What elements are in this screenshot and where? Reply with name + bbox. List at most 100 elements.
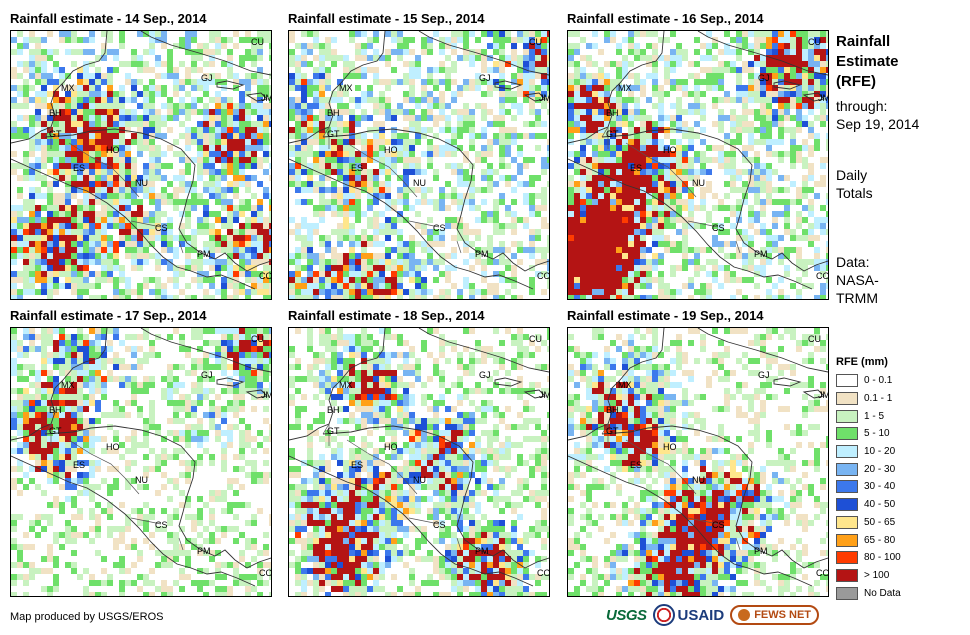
rainfall-cell [227, 205, 233, 211]
rainfall-cell [47, 436, 53, 442]
rainfall-cell [439, 43, 445, 49]
rainfall-cell [409, 37, 415, 43]
rainfall-cell [71, 157, 77, 163]
rainfall-cell [469, 79, 475, 85]
rainfall-cell [113, 328, 119, 334]
rainfall-cell [568, 241, 574, 247]
rainfall-cell [185, 352, 191, 358]
rainfall-cell [221, 247, 227, 253]
rainfall-cell [239, 289, 245, 295]
rainfall-cell [179, 85, 185, 91]
rainfall-cell [269, 205, 271, 211]
rainfall-cell [535, 55, 541, 61]
rainfall-cell [143, 277, 149, 283]
rainfall-cell [475, 55, 481, 61]
rainfall-cell [77, 253, 83, 259]
rainfall-cell [29, 127, 35, 133]
rainfall-cell [263, 253, 269, 259]
rainfall-cell [173, 79, 179, 85]
rainfall-cell [718, 97, 724, 103]
rainfall-cell [155, 430, 161, 436]
rainfall-cell [203, 352, 209, 358]
rainfall-cell [415, 241, 421, 247]
rainfall-cell [451, 61, 457, 67]
rainfall-cell [670, 139, 676, 145]
rainfall-cell [586, 115, 592, 121]
rainfall-cell [95, 157, 101, 163]
rainfall-cell [301, 61, 307, 67]
rainfall-cell [826, 199, 828, 205]
rainfall-cell [457, 145, 463, 151]
rainfall-cell [35, 43, 41, 49]
rainfall-cell [511, 79, 517, 85]
rainfall-cell [89, 205, 95, 211]
rainfall-cell [658, 103, 664, 109]
rainfall-cell [604, 85, 610, 91]
rainfall-cell [592, 241, 598, 247]
rainfall-cell [778, 97, 784, 103]
rainfall-cell [670, 217, 676, 223]
rainfall-cell [161, 85, 167, 91]
rainfall-cell [35, 163, 41, 169]
rainfall-cell [712, 55, 718, 61]
rainfall-cell [245, 370, 251, 376]
rainfall-cell [610, 199, 616, 205]
rainfall-cell [640, 109, 646, 115]
rainfall-cell [155, 133, 161, 139]
rainfall-cell [598, 181, 604, 187]
rainfall-cell [700, 199, 706, 205]
rainfall-cell [529, 109, 535, 115]
rainfall-cell [125, 97, 131, 103]
rainfall-cell [119, 109, 125, 115]
rainfall-cell [113, 205, 119, 211]
rainfall-cell [421, 247, 427, 253]
rainfall-cell [173, 85, 179, 91]
rainfall-cell [349, 193, 355, 199]
rainfall-cell [107, 79, 113, 85]
rainfall-cell [239, 103, 245, 109]
rainfall-cell [53, 169, 59, 175]
rainfall-cell [475, 73, 481, 79]
rainfall-cell [319, 79, 325, 85]
rainfall-cell [463, 85, 469, 91]
rainfall-cell [802, 187, 808, 193]
rainfall-cell [83, 127, 89, 133]
rainfall-cell [71, 109, 77, 115]
rainfall-cell [343, 235, 349, 241]
rainfall-cell [610, 211, 616, 217]
rainfall-cell [766, 85, 772, 91]
rainfall-cell [149, 253, 155, 259]
rainfall-cell [670, 127, 676, 133]
rainfall-cell [808, 199, 814, 205]
rainfall-cell [355, 295, 361, 299]
rainfall-cell [17, 223, 23, 229]
rainfall-cell [89, 187, 95, 193]
rainfall-cell [47, 211, 53, 217]
rainfall-cell [700, 205, 706, 211]
rainfall-cell [143, 436, 149, 442]
rainfall-cell [221, 145, 227, 151]
rainfall-cell [586, 169, 592, 175]
rainfall-cell [77, 235, 83, 241]
rainfall-cell [227, 424, 233, 430]
rainfall-cell [83, 334, 89, 340]
rainfall-cell [742, 37, 748, 43]
rainfall-cell [313, 283, 319, 289]
rainfall-cell [766, 79, 772, 85]
rainfall-cell [77, 211, 83, 217]
rainfall-cell [289, 97, 295, 103]
rainfall-cell [622, 229, 628, 235]
rainfall-cell [409, 109, 415, 115]
rainfall-cell [41, 352, 47, 358]
rainfall-cell [604, 151, 610, 157]
rainfall-cell [119, 289, 125, 295]
rainfall-cell [397, 151, 403, 157]
rainfall-cell [748, 247, 754, 253]
rainfall-cell [724, 163, 730, 169]
rainfall-cell [71, 85, 77, 91]
rainfall-cell [349, 61, 355, 67]
rainfall-cell [307, 181, 313, 187]
rainfall-cell [694, 265, 700, 271]
rainfall-cell [754, 91, 760, 97]
rainfall-cell [586, 157, 592, 163]
